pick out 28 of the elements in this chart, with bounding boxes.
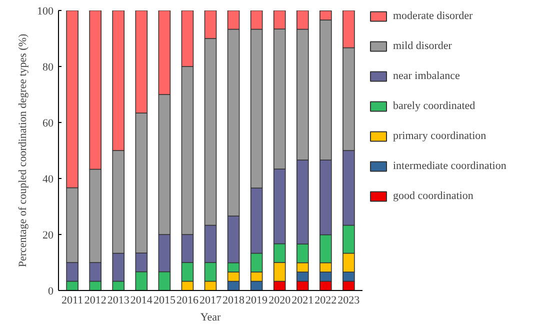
x-tick-label: 2017 [200,294,222,306]
y-tick-label: 80 [42,62,54,74]
x-tick-label: 2020 [268,294,292,306]
y-tick-label: 100 [37,6,54,18]
legend-label: mild disorder [393,40,452,52]
legend-label: primary coordination [393,130,486,142]
y-tick-label: 60 [42,118,54,130]
x-axis-title: Year [200,312,221,324]
y-tick-label: 20 [42,230,54,242]
y-axis-title: Percentage of coupled coordination degree types (%) [17,33,29,268]
x-tick-label: 2018 [222,294,246,306]
y-tick-label: 40 [42,174,54,186]
x-tick-label: 2015 [153,294,176,306]
x-tick-label: 2022 [314,294,337,306]
x-tick-label: 2019 [246,294,268,306]
legend-label: intermediate coordination [393,160,506,172]
legend-label: moderate disorder [393,10,473,22]
x-tick-label: 2014 [130,294,153,306]
x-tick-label: 2013 [107,294,130,306]
x-tick-label: 2023 [338,294,360,306]
x-tick-label: 2011 [62,294,84,306]
legend-label: near imbalance [393,70,460,82]
x-tick-label: 2012 [84,294,106,306]
legend-label: good coordination [393,190,474,202]
x-tick-label: 2016 [176,294,199,306]
legend-label: barely coordinated [393,100,476,112]
x-tick-label: 2021 [292,294,314,306]
y-tick-label: 0 [48,286,54,298]
